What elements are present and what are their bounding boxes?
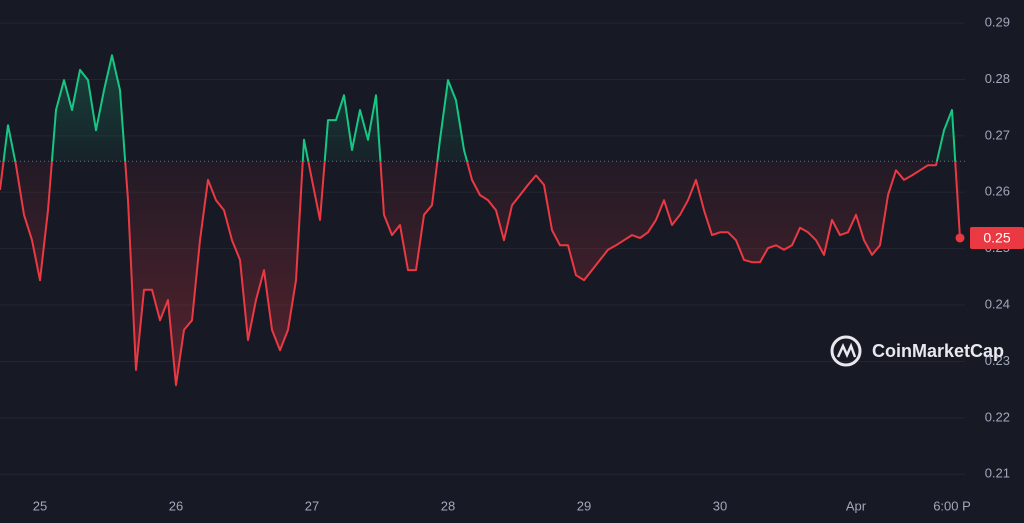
y-tick-label: 0.28	[985, 71, 1010, 86]
last-point	[955, 233, 965, 243]
y-tick-label: 0.24	[985, 296, 1010, 311]
x-tick-label: 6:00 P	[933, 498, 971, 513]
area	[0, 55, 960, 386]
price-tag-label: 0.25	[983, 230, 1010, 246]
y-tick-label: 0.21	[985, 466, 1010, 481]
logo-mark	[836, 342, 857, 359]
x-tick-label: 26	[169, 498, 183, 513]
x-tick-label: 25	[33, 498, 47, 513]
logo	[830, 335, 862, 367]
x-tick-label: 30	[713, 498, 727, 513]
x-tick-label: 28	[441, 498, 455, 513]
price-tag	[970, 226, 1024, 249]
x-tick-label: 29	[577, 498, 591, 513]
y-tick-label: 0.23	[985, 353, 1010, 368]
y-tick-label: 0.29	[985, 15, 1010, 30]
x-tick-label: 27	[305, 498, 319, 513]
y-tick-label: 0.22	[985, 409, 1010, 424]
price-line	[0, 54, 961, 387]
x-tick-label: Apr	[846, 498, 867, 513]
y-tick-label: 0.26	[985, 184, 1010, 199]
watermark-text: CoinMarketCap	[872, 341, 1004, 361]
watermark: CoinMarketCap	[830, 335, 1004, 367]
y-tick-label: 0.27	[985, 127, 1010, 142]
